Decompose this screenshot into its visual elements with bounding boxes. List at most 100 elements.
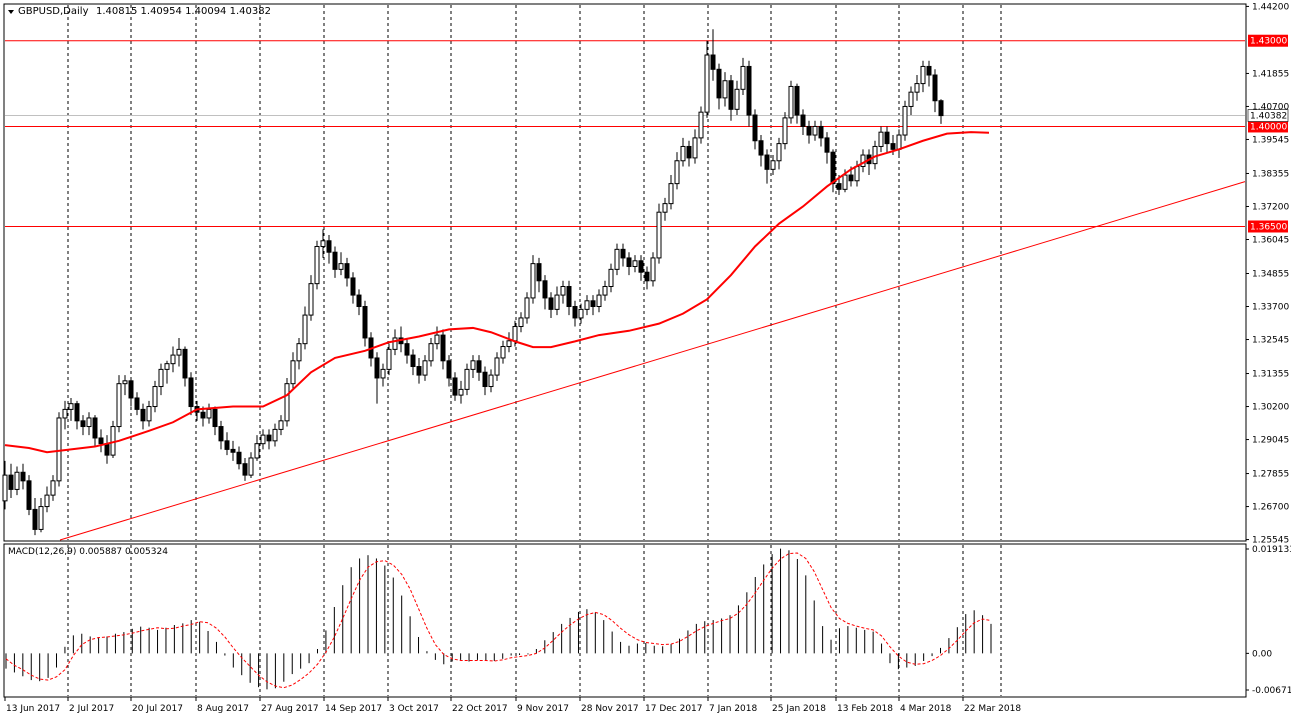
- candle-body: [914, 83, 920, 93]
- candle-body: [272, 428, 278, 442]
- candle-body: [248, 457, 254, 476]
- candle-body: [710, 54, 716, 70]
- candle-body: [806, 125, 812, 136]
- time-axis-label: 14 Sep 2017: [325, 704, 382, 714]
- level-label: 1.36500: [1250, 222, 1287, 232]
- time-axis-label: 27 Aug 2017: [261, 704, 319, 714]
- time-axis-label: 28 Nov 2017: [581, 704, 639, 714]
- time-axis-label: 4 Mar 2018: [900, 704, 952, 714]
- candle-body: [200, 411, 206, 419]
- candle-body: [776, 143, 782, 162]
- candle-body: [362, 306, 368, 339]
- candle-body: [44, 494, 50, 508]
- candle-body: [578, 308, 584, 319]
- candle-body: [518, 317, 524, 328]
- price-axis-label: 1.40700: [1252, 102, 1289, 112]
- candle-body: [530, 263, 536, 299]
- level-label: 1.40000: [1250, 122, 1287, 132]
- price-axis-label: 1.34855: [1252, 270, 1289, 280]
- candle-body: [650, 257, 656, 282]
- candle-body: [284, 383, 290, 422]
- candle-body: [920, 65, 926, 85]
- candle-body: [470, 360, 476, 370]
- candle-body: [206, 408, 212, 419]
- horizontal-levels: 1.43000 1.40000 1.36500 1.40382: [5, 34, 1289, 233]
- candle-body: [896, 134, 902, 150]
- candle-body: [722, 80, 728, 99]
- candle-body: [56, 417, 62, 482]
- candle-body: [116, 383, 122, 428]
- candle-body: [662, 203, 668, 213]
- macd-layer: [5, 548, 992, 690]
- macd-axis-label: -0.006718: [1252, 686, 1291, 696]
- candle-body: [152, 386, 158, 408]
- price-axis-label: 1.26700: [1252, 503, 1289, 513]
- candle-body: [656, 211, 662, 259]
- moving-average-layer: [4, 131, 990, 454]
- candle-body: [122, 380, 128, 385]
- candle-body: [416, 366, 422, 376]
- candle-body: [626, 257, 632, 267]
- price-axis-label: 1.30200: [1252, 403, 1289, 413]
- candle-body: [182, 348, 188, 379]
- candle-body: [404, 343, 410, 356]
- candle-body: [422, 360, 428, 376]
- candle-body: [80, 420, 86, 428]
- candle-body: [548, 297, 554, 310]
- candle-body: [614, 248, 620, 270]
- candle-body: [332, 251, 338, 270]
- time-axis-label: 17 Dec 2017: [645, 704, 703, 714]
- candles-layer: [2, 29, 944, 536]
- price-axis-label: 1.33700: [1252, 303, 1289, 313]
- candle-body: [842, 174, 848, 190]
- candle-body: [890, 143, 896, 150]
- candle-body: [536, 263, 542, 282]
- candle-body: [14, 471, 20, 490]
- candle-body: [566, 286, 572, 308]
- candle-body: [50, 480, 56, 496]
- candle-body: [440, 334, 446, 362]
- candle-body: [236, 451, 242, 465]
- level-label-box: [1248, 34, 1288, 47]
- symbol-menu-triangle-icon[interactable]: [8, 10, 14, 14]
- candle-body: [176, 348, 182, 356]
- candle-body: [350, 277, 356, 296]
- time-axis-label: 13 Feb 2018: [837, 704, 893, 714]
- candle-body: [632, 260, 638, 267]
- time-axis-label: 8 Aug 2017: [197, 704, 249, 714]
- candle-body: [434, 334, 440, 345]
- candle-body: [854, 165, 860, 182]
- candle-body: [884, 131, 890, 145]
- candle-body: [596, 294, 602, 308]
- candle-body: [584, 300, 590, 310]
- price-panel-border: [3, 3, 1247, 542]
- macd-axis-label: 0.019133: [1252, 545, 1291, 555]
- price-axis-label: 1.32545: [1252, 336, 1289, 346]
- time-axis: 13 Jun 2017 2 Jul 2017 20 Jul 2017 8 Aug 20…: [4, 697, 1021, 714]
- macd-axis: 0.019133 0.00 -0.006718: [1246, 545, 1291, 696]
- candle-body: [542, 280, 548, 299]
- candle-body: [296, 343, 302, 362]
- candle-body: [380, 368, 386, 379]
- candle-body: [644, 271, 650, 282]
- price-axis-label: 1.44200: [1252, 2, 1289, 12]
- candle-body: [374, 357, 380, 379]
- level-label-box: [1248, 120, 1288, 133]
- candle-body: [86, 417, 92, 428]
- candle-body: [290, 360, 296, 385]
- macd-label: MACD(12,26,9) 0.005887 0.005324: [8, 547, 168, 557]
- level-label-box: [1248, 220, 1288, 233]
- candle-body: [728, 80, 734, 110]
- time-axis-label: 9 Nov 2017: [517, 704, 569, 714]
- macd-panel-border: [3, 543, 1247, 698]
- candle-body: [128, 380, 134, 399]
- last-price-box: [1247, 109, 1289, 122]
- candle-body: [794, 85, 800, 116]
- time-axis-label: 25 Jan 2018: [772, 704, 826, 714]
- candle-body: [308, 283, 314, 316]
- candle-body: [878, 131, 884, 147]
- candle-body: [734, 88, 740, 110]
- time-axis-label: 22 Mar 2018: [964, 704, 1021, 714]
- candle-body: [692, 137, 698, 159]
